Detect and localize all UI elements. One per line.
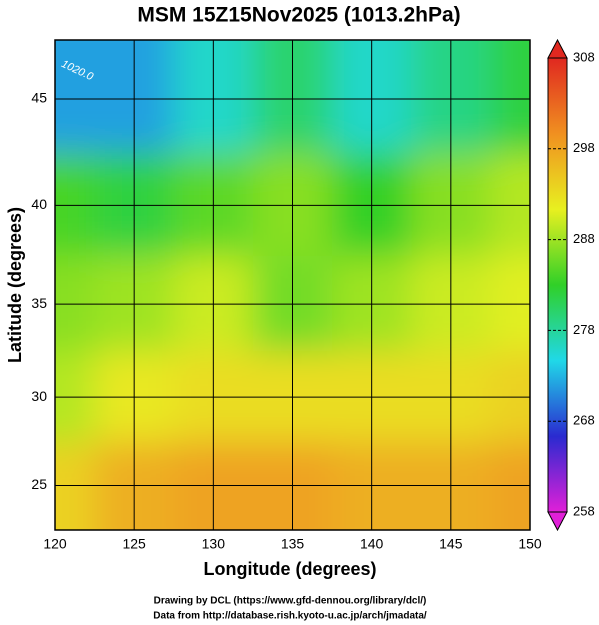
chart-title: MSM 15Z15Nov2025 (1013.2hPa)	[137, 4, 460, 27]
colorbar-arrow	[547, 38, 568, 59]
x-tick-label: 140	[360, 536, 384, 552]
colorbar: 258 268 278 288 298 308	[547, 38, 595, 532]
colorbar-body	[547, 57, 568, 513]
x-tick-label: 135	[281, 536, 305, 552]
cell	[55, 40, 96, 154]
y-tick-label: 25	[31, 476, 47, 492]
credit: Drawing by DCL (https://www.gfd-dennou.o…	[154, 596, 427, 607]
y-tick-label: 30	[31, 388, 47, 404]
y-tick-label: 45	[31, 90, 47, 106]
y-axis-label: Latitude (degrees)	[5, 207, 25, 363]
colorbar-tick-label: 278	[573, 322, 595, 337]
colorbar-tick-label: 308	[573, 49, 595, 64]
y-tick-label: 40	[31, 196, 47, 212]
plot-frame	[54, 39, 531, 531]
colorbar-tick-label: 258	[573, 503, 595, 518]
y-tick-label: 35	[31, 295, 47, 311]
colorbar-tick-label: 268	[573, 413, 595, 428]
x-tick-label: 130	[202, 536, 226, 552]
x-axis-label: Longitude (degrees)	[203, 559, 376, 579]
credit: Data from http://database.rish.kyoto-u.a…	[153, 611, 427, 622]
x-tick-label: 145	[439, 536, 463, 552]
x-tick-label: 150	[518, 536, 542, 552]
cell	[490, 40, 530, 154]
x-tick-label: 120	[43, 536, 67, 552]
cell	[490, 153, 530, 257]
colorbar-tick-label: 298	[573, 140, 595, 155]
x-tick-label: 125	[122, 536, 146, 552]
cell	[55, 153, 96, 257]
colorbar-tick-label: 288	[573, 231, 595, 246]
colorbar-arrow	[547, 511, 568, 532]
